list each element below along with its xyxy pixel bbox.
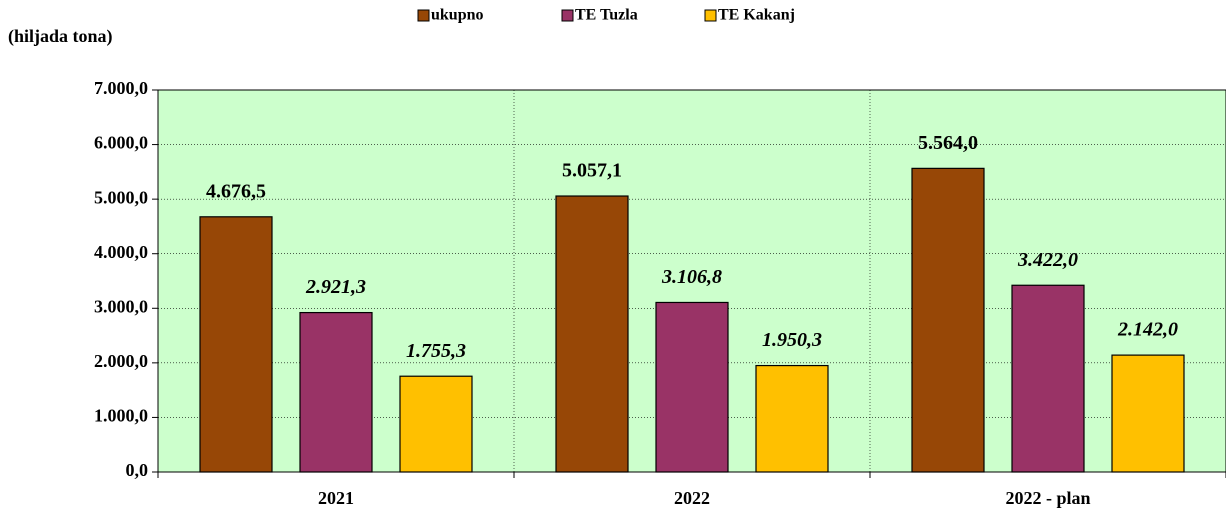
bar: [1111, 354, 1185, 473]
value-label: 3.106,8: [661, 266, 722, 288]
value-label: 1.950,3: [762, 329, 822, 351]
legend-label: ukupno: [431, 7, 484, 24]
legend-swatch: [417, 9, 430, 22]
y-tick-label: 1.000,0: [94, 406, 148, 426]
bar: [655, 301, 729, 473]
value-label: 1.755,3: [406, 340, 466, 362]
y-tick-label: 6.000,0: [94, 133, 148, 153]
value-label: 3.422,0: [1017, 249, 1078, 271]
value-label: 5.057,1: [562, 160, 622, 182]
bar: [199, 216, 273, 473]
value-label: 2.142,0: [1117, 319, 1178, 341]
value-label: 2.921,3: [305, 276, 366, 298]
bar: [1011, 284, 1085, 473]
y-tick-label: 4.000,0: [94, 242, 148, 262]
legend-label: TE Tuzla: [575, 7, 638, 24]
y-tick-label: 5.000,0: [94, 187, 148, 207]
y-tick-label: 2.000,0: [94, 351, 148, 371]
x-tick-label: 2021: [318, 488, 354, 508]
legend-label: TE Kakanj: [718, 7, 795, 24]
bar: [755, 364, 829, 473]
x-tick-label: 2022: [674, 488, 710, 508]
bar: [399, 375, 473, 473]
value-label: 4.676,5: [206, 180, 266, 202]
bar: [911, 167, 985, 473]
y-axis-label: (hiljada tona): [8, 26, 113, 47]
legend-swatch: [561, 9, 574, 22]
legend-swatch: [704, 9, 717, 22]
value-label: 5.564,0: [918, 132, 978, 154]
y-tick-label: 7.000,0: [94, 78, 148, 98]
bar: [299, 311, 373, 473]
y-tick-label: 0,0: [126, 460, 149, 480]
x-tick-label: 2022 - plan: [1005, 488, 1090, 508]
y-tick-label: 3.000,0: [94, 296, 148, 316]
bar: [555, 195, 629, 473]
